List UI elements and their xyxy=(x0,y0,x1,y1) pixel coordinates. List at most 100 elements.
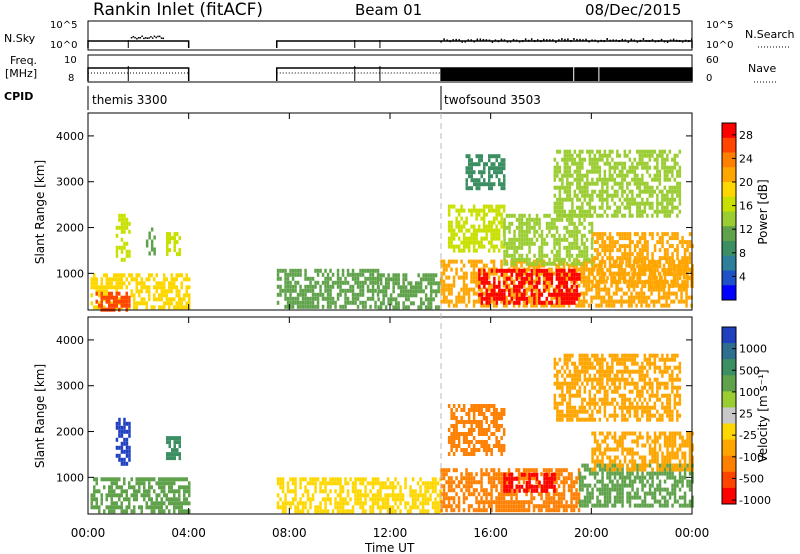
heatmap-cell xyxy=(578,185,582,190)
heatmap-cell xyxy=(299,304,302,309)
heatmap-cell xyxy=(626,431,629,436)
heatmap-cell xyxy=(349,300,352,305)
heatmap-cell xyxy=(291,497,295,502)
heatmap-cell xyxy=(482,291,486,296)
heatmap-cell xyxy=(535,476,539,481)
heatmap-cell xyxy=(397,273,400,278)
heatmap-cell xyxy=(492,299,496,304)
heatmap-cell xyxy=(412,301,415,306)
heatmap-cell xyxy=(389,505,392,510)
heatmap-cell xyxy=(681,284,684,289)
heatmap-cell xyxy=(588,491,592,496)
heatmap-cell xyxy=(553,157,557,162)
heatmap-cell xyxy=(666,232,669,237)
heatmap-cell xyxy=(399,493,402,498)
heatmap-cell xyxy=(354,300,357,305)
heatmap-cell xyxy=(571,209,574,214)
nsky-dot xyxy=(549,39,551,42)
heatmap-cell xyxy=(488,170,491,175)
heatmap-cell xyxy=(561,213,564,218)
heatmap-cell xyxy=(593,205,597,210)
heatmap-cell xyxy=(562,488,566,493)
heatmap-cell xyxy=(598,213,602,218)
heatmap-cell xyxy=(421,493,425,498)
heatmap-cell xyxy=(676,248,679,253)
heatmap-cell xyxy=(576,153,579,158)
heatmap-cell xyxy=(638,201,642,206)
heatmap-cell xyxy=(520,225,524,230)
heatmap-cell xyxy=(543,241,546,246)
heatmap-cell xyxy=(419,289,423,294)
heatmap-cell xyxy=(652,299,656,304)
heatmap-cell xyxy=(678,479,682,484)
heatmap-cell xyxy=(171,452,174,457)
heatmap-cell xyxy=(566,165,569,170)
heatmap-cell xyxy=(429,277,433,282)
heatmap-cell xyxy=(432,297,435,302)
heatmap-cell xyxy=(351,292,355,297)
heatmap-cell xyxy=(651,479,654,484)
heatmap-cell xyxy=(581,463,584,468)
heatmap-cell xyxy=(445,267,448,272)
heatmap-cell xyxy=(553,261,556,266)
heatmap-cell xyxy=(603,169,607,174)
heatmap-cell xyxy=(304,501,307,506)
heatmap-cell xyxy=(601,181,604,186)
freq-label-2: [MHz] xyxy=(5,67,37,80)
heatmap-cell xyxy=(636,193,639,198)
heatmap-cell xyxy=(364,493,367,498)
heatmap-cell xyxy=(648,205,652,210)
heatmap-cell xyxy=(497,508,501,513)
heatmap-cell xyxy=(582,303,586,308)
heatmap-cell xyxy=(628,236,632,241)
heatmap-cell xyxy=(567,472,571,477)
heatmap-cell xyxy=(495,154,498,159)
heatmap-cell xyxy=(556,185,559,190)
heatmap-cell xyxy=(603,272,607,277)
heatmap-cell xyxy=(648,451,652,456)
heatmap-cell xyxy=(421,505,425,510)
heatmap-cell xyxy=(163,301,166,306)
heatmap-cell xyxy=(543,300,546,305)
nsearch-tick-top: 10^5 xyxy=(706,20,733,31)
heatmap-cell xyxy=(618,463,622,468)
heatmap-cell xyxy=(319,501,322,506)
heatmap-cell xyxy=(314,477,317,482)
heatmap-cell xyxy=(528,229,531,234)
heatmap-cell xyxy=(518,280,521,285)
heatmap-cell xyxy=(627,283,631,288)
heatmap-cell xyxy=(369,276,372,281)
heatmap-cell xyxy=(120,221,124,226)
heatmap-cell xyxy=(593,153,597,158)
heatmap-cell xyxy=(653,157,657,162)
heatmap-cell xyxy=(593,232,597,237)
heatmap-cell xyxy=(573,241,576,246)
heatmap-cell xyxy=(450,224,453,229)
heatmap-cell xyxy=(170,477,173,482)
heatmap-cell xyxy=(616,495,619,500)
heatmap-cell xyxy=(490,166,493,171)
heatmap-cell xyxy=(128,425,131,430)
heatmap-cell xyxy=(563,173,567,178)
heatmap-cell xyxy=(581,483,584,488)
heatmap-cell xyxy=(108,485,111,490)
heatmap-cell xyxy=(563,276,566,281)
heatmap-cell xyxy=(321,304,325,309)
heatmap-cell xyxy=(680,287,683,292)
heatmap-cell xyxy=(498,268,501,273)
heatmap-cell xyxy=(575,253,579,258)
heatmap-cell xyxy=(457,244,461,249)
heatmap-cell xyxy=(602,287,606,292)
heatmap-cell xyxy=(606,161,609,166)
heatmap-cell xyxy=(294,300,297,305)
heatmap-cell xyxy=(638,213,642,218)
heatmap-cell xyxy=(361,288,365,293)
heatmap-cell xyxy=(632,263,636,268)
heatmap-cell xyxy=(573,177,577,182)
heatmap-cell xyxy=(643,459,647,464)
heatmap-cell xyxy=(482,220,486,225)
heatmap-cell xyxy=(138,489,141,494)
heatmap-cell xyxy=(585,245,589,250)
heatmap-cell xyxy=(445,299,448,304)
y-tick-label: 4000 xyxy=(56,130,84,143)
